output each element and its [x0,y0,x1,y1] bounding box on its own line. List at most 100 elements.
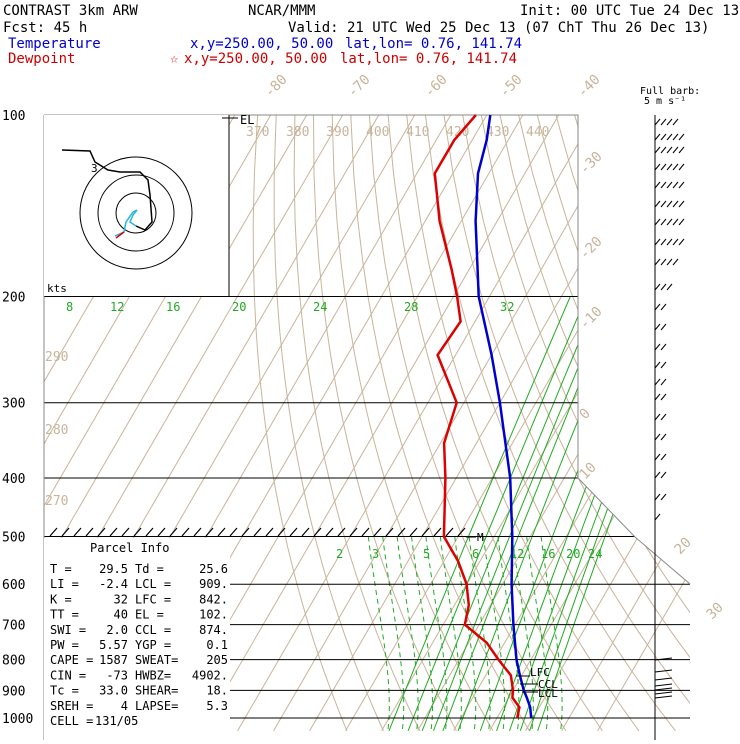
hatch-mark [242,528,249,536]
hatch-mark [254,528,261,536]
dry-adiabat [388,115,602,731]
hatch-mark [86,528,93,536]
parcel-value: 5.57 [99,638,128,652]
hatch-mark [98,528,105,536]
wind-barb [655,147,660,153]
dry-adiabat [253,115,347,731]
parcel-value: 1587 [99,653,128,667]
mixing-ratio-label: 12 [110,300,124,314]
wind-barb [661,362,666,368]
init-text: Init: 00 UTC Tue 24 Dec 13 [520,3,739,19]
wind-barb [655,119,660,125]
barb-legend-line2: 5 m s⁻¹ [644,96,686,107]
parcel-label: CIN = [50,668,86,682]
wind-barb [679,201,684,207]
hatch-mark [362,528,369,536]
wind-barb [673,134,678,140]
isotherm [310,115,667,731]
parcel-label: CCL = [135,623,171,637]
wind-barb [661,259,666,265]
hatch-mark [266,528,273,536]
dewpoint-legend: Dewpoint [8,51,75,67]
parcel-label: LFC = [135,592,171,606]
isotherm [202,115,559,731]
isotherm-label: -70 [345,72,374,101]
wind-barb [667,284,672,290]
wind-barb [661,344,666,350]
dewpoint-star-icon: ☆ [170,51,179,67]
pressure-tick-label: 900 [2,684,25,699]
isotherm-label: -60 [422,72,451,101]
wind-barb [655,454,660,460]
hatch-mark [350,528,357,536]
mixing-ratio-label: 20 [232,300,246,314]
hatch-mark [194,528,201,536]
wind-barb [655,239,660,245]
isotherm-label: -10 [577,304,606,333]
dry-adiabat [463,115,740,731]
wind-barb [655,259,660,265]
parcel-value: 205 [206,653,228,667]
mixing-ratio-label: 3 [372,547,379,561]
wind-barb [673,219,678,225]
parcel-label: SREH = [50,699,93,713]
wind-barb [661,494,666,500]
isotherm-label: -20 [577,234,606,263]
wind-barb [661,454,666,460]
parcel-label: Tc = [50,684,79,698]
valid-text: Valid: 21 UTC Wed 25 Dec 13 (07 ChT Thu … [288,20,709,36]
wind-barb [655,434,660,440]
hatch-mark [170,528,177,536]
parcel-label: T = [50,562,72,576]
mixing-ratio-label: 8 [66,300,73,314]
wind-barb [673,259,678,265]
wind-barb [655,344,660,350]
theta-label: 400 [366,125,389,140]
pressure-tick-label: 400 [2,472,25,487]
wind-barb [673,164,678,170]
wind-barb [667,219,672,225]
temperature-legend: Temperature [8,36,101,52]
hatch-mark [146,528,153,536]
wind-barb [661,147,666,153]
wind-barb [673,147,678,153]
hatch-mark [74,528,81,536]
parcel-value: 0.1 [206,638,228,652]
mixing-ratio-label: 2 [336,547,343,561]
wind-barb [667,147,672,153]
wind-barb [661,239,666,245]
parcel-value: -2.4 [99,577,128,591]
theta-label: 290 [45,350,68,365]
dry-adiabat [425,115,675,731]
mixing-ratio-label: 6 [472,547,479,561]
wind-barb-low [655,688,672,690]
mixing-ratio-line [434,297,608,731]
mixing-ratio-label: 16 [541,547,555,561]
wind-barb [661,284,666,290]
dry-adiabat [575,115,740,731]
wind-barb [667,239,672,245]
parcel-info-title: Parcel Info [90,541,169,555]
hatch-mark [434,528,441,536]
wind-barb [655,514,660,520]
wind-barb [661,134,666,140]
hatch-mark [386,528,393,536]
hatch-mark [206,528,213,536]
hodograph-units: kts [47,282,67,295]
m-label: M [477,531,484,544]
pressure-tick-label: 800 [2,654,25,669]
theta-label: 440 [526,125,549,140]
wind-barb [661,119,666,125]
parcel-label: CELL = [50,714,93,728]
wind-barb [655,494,660,500]
wind-barb [655,472,660,478]
pressure-tick-label: 200 [2,291,25,306]
parcel-label: CAPE = [50,653,93,667]
isotherm [346,115,703,731]
wind-barb [661,324,666,330]
wind-barb [655,394,660,400]
wind-barb [661,379,666,385]
wind-barb [661,304,666,310]
wind-barb [655,414,660,420]
